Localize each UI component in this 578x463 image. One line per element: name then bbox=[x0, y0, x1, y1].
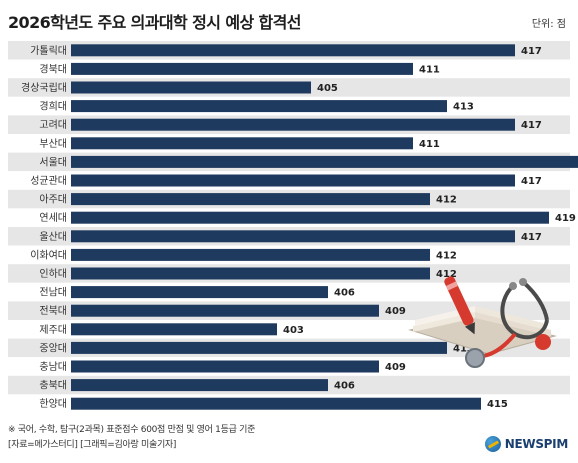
bar-chart: 가톨릭대 417 경북대 411 경상국립대 405 경희대 413 고려대 417 부산대 411 서… bbox=[8, 41, 578, 411]
category-label: 충남대 bbox=[39, 361, 67, 373]
category-label: 아주대 bbox=[39, 194, 67, 206]
value-label: 415 bbox=[487, 399, 508, 410]
category-label: 중앙대 bbox=[39, 342, 67, 354]
value-label: 406 bbox=[334, 288, 355, 299]
bar bbox=[71, 211, 549, 224]
bar bbox=[71, 360, 379, 373]
category-label: 고려대 bbox=[39, 119, 67, 131]
value-label: 417 bbox=[521, 120, 542, 131]
category-label: 가톨릭대 bbox=[30, 45, 67, 57]
category-label: 서울대 bbox=[39, 156, 67, 168]
value-label: 409 bbox=[385, 306, 406, 317]
category-label: 한양대 bbox=[39, 398, 67, 410]
category-label: 연세대 bbox=[39, 212, 67, 224]
bar bbox=[71, 118, 515, 131]
newspim-logo-icon bbox=[484, 436, 501, 452]
bar bbox=[71, 230, 515, 243]
medical-illustration bbox=[408, 276, 557, 368]
category-label: 충북대 bbox=[39, 380, 67, 392]
bar bbox=[71, 137, 413, 150]
category-label: 경북대 bbox=[39, 62, 67, 75]
category-label: 울산대 bbox=[39, 231, 67, 243]
value-label: 409 bbox=[385, 362, 406, 373]
bar bbox=[71, 174, 515, 187]
value-label: 413 bbox=[453, 102, 474, 113]
value-label: 405 bbox=[317, 83, 338, 94]
unit-label: 단위: 점 bbox=[531, 19, 566, 30]
bar bbox=[71, 44, 515, 57]
bar bbox=[71, 155, 578, 168]
category-label: 경희대 bbox=[39, 100, 67, 113]
value-label: 417 bbox=[521, 232, 542, 243]
category-label: 이화여대 bbox=[30, 249, 67, 261]
bar bbox=[71, 304, 379, 317]
newspim-logo: NEWSPIM bbox=[484, 436, 569, 452]
category-label: 인하대 bbox=[39, 267, 67, 280]
bar bbox=[71, 193, 430, 206]
bar bbox=[71, 323, 277, 336]
bar bbox=[71, 62, 413, 75]
bar bbox=[71, 248, 430, 261]
bar bbox=[71, 100, 447, 113]
value-label: 413 bbox=[453, 343, 474, 354]
value-label: 412 bbox=[436, 269, 457, 280]
value-label: 411 bbox=[419, 64, 440, 75]
bar bbox=[71, 341, 447, 354]
chart-title: 2026학년도 주요 의과대학 정시 예상 합격선 bbox=[8, 13, 302, 32]
bar bbox=[71, 379, 328, 392]
value-label: 417 bbox=[521, 176, 542, 187]
source-credit: [자료=메가스터디] [그래픽=김아랑 미술기자] bbox=[8, 440, 177, 450]
bar bbox=[71, 286, 328, 299]
category-label: 경상국립대 bbox=[21, 81, 67, 94]
bar bbox=[71, 397, 481, 410]
value-label: 406 bbox=[334, 381, 355, 392]
category-label: 성균관대 bbox=[30, 175, 67, 187]
value-label: 412 bbox=[436, 250, 457, 261]
category-label: 부산대 bbox=[39, 138, 67, 150]
category-label: 제주대 bbox=[39, 324, 67, 336]
value-label: 412 bbox=[436, 195, 457, 206]
category-label: 전남대 bbox=[39, 287, 67, 299]
category-label: 전북대 bbox=[39, 305, 67, 317]
newspim-logo-text: NEWSPIM bbox=[504, 437, 569, 451]
bar bbox=[71, 267, 430, 280]
bar bbox=[71, 81, 311, 94]
value-label: 403 bbox=[283, 325, 304, 336]
value-label: 411 bbox=[419, 139, 440, 150]
value-label: 417 bbox=[521, 46, 542, 57]
value-label: 419 bbox=[555, 213, 576, 224]
footnote: ※ 국어, 수학, 탐구(2과목) 표준점수 600점 만점 및 영어 1등급 … bbox=[8, 425, 256, 435]
